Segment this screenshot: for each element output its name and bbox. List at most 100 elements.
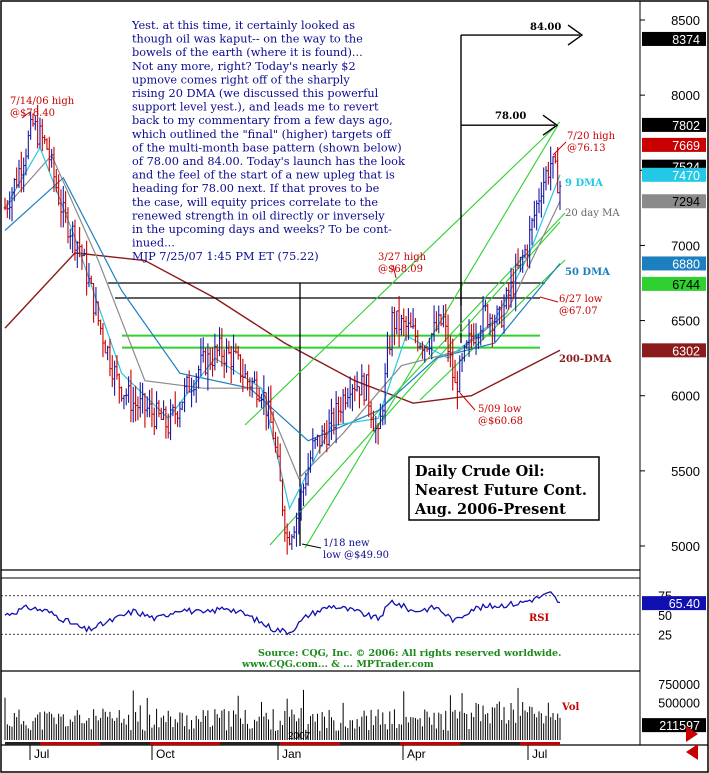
price-tag-box (642, 276, 706, 291)
price-tag-label: 6880 (672, 257, 700, 271)
price-tick-label: 5000 (671, 539, 700, 554)
price-tag-box (642, 117, 706, 132)
ma50-line-group (4, 176, 561, 442)
annotation-high-0327: 3/27 high @$68.09 (378, 252, 429, 275)
annotation-low-0509: 5/09 low @$60.68 (478, 404, 525, 427)
leader-low-0509 (459, 392, 476, 411)
channel-line (244, 121, 561, 426)
commentary-line: renewed strength in oil directly or inve… (132, 209, 385, 222)
annotation-low-0627: 6/27 low @67.07 (559, 294, 606, 317)
time-tick-label: Oct (156, 747, 175, 761)
price-tag-label: 7294 (672, 195, 700, 209)
commentary-line: of 78.00 and 84.00. Today's launch has t… (132, 155, 405, 168)
leader-high-0327 (392, 264, 397, 279)
price-tag-box (642, 256, 706, 271)
commentary-line: Yest. at this time, it certainly looked … (131, 19, 355, 32)
rsi-tick-label: 25 (658, 628, 672, 642)
time-axis-strip (460, 742, 520, 745)
time-axis-strip (340, 742, 400, 745)
ma200-line (4, 252, 561, 404)
leader-low-0627 (539, 296, 559, 303)
time-tick-label: Jan (282, 747, 301, 761)
ma200-line-group (4, 252, 561, 404)
time-tick-label: Jul (34, 747, 49, 761)
time-axis-group: Jul Oct Jan Apr Jul 2007 (5, 726, 698, 761)
rsi-line (4, 591, 561, 636)
commentary-line: MJP 7/25/07 1:45 PM ET (75.22) (132, 250, 319, 263)
title-line-3: Aug. 2006-Present (414, 501, 566, 518)
commentary-line: in the upcoming days and weeks? To be co… (132, 223, 392, 236)
ma50-line (4, 176, 561, 442)
rsi-value-tag (642, 596, 706, 611)
target-84-label: 84.00 (530, 22, 561, 33)
year-label: 2007 (288, 731, 311, 742)
volume-value-tag (642, 718, 706, 733)
price-tag-label: 6302 (672, 344, 700, 358)
commentary-line: rising 20 DMA (we discussed this powerfu… (132, 87, 379, 100)
volume-tick-label: 500000 (658, 697, 700, 711)
time-axis-strip (280, 742, 340, 745)
time-axis-strip (5, 742, 40, 745)
target-78-arrowhead (542, 114, 559, 136)
title-line-2: Nearest Future Cont. (415, 482, 587, 499)
candles-group (3, 104, 562, 555)
commentary-line: upmove comes right off of the sharply (132, 73, 350, 86)
price-tag-box (642, 167, 706, 182)
target-78-label: 78.00 (495, 111, 526, 122)
price-tag-label: 7802 (672, 119, 700, 133)
time-axis-strip (520, 742, 560, 745)
price-tick-label: 6500 (671, 314, 700, 329)
rsi-value-label: 65.40 (669, 597, 700, 611)
commentary-line: the case, will equity prices correlate t… (132, 196, 378, 209)
commentary-line: support level yest.), and leads me to re… (132, 101, 379, 114)
leader-high-0714 (21, 111, 31, 119)
time-axis-strip (100, 742, 150, 745)
commentary-line: though oil was kaput-- on the way to the (132, 33, 363, 46)
time-axis-strip (40, 742, 100, 745)
channel-line (369, 212, 566, 421)
price-tag-box (642, 31, 706, 46)
price-tag-box (642, 137, 706, 152)
annotation-high-0720: 7/20 high @76.13 (567, 131, 618, 154)
price-tag-box (642, 343, 706, 358)
ma20-line (4, 154, 561, 480)
price-axis-group: 50005500600065007000750080008500 (640, 13, 700, 554)
leader-high-0720 (552, 141, 567, 156)
ma9-line (4, 146, 561, 511)
label-vol: Vol (561, 702, 580, 713)
channel-line (269, 221, 561, 546)
commentary-line: which outlined the "final" (higher) targ… (132, 128, 392, 141)
commentary-text: Yest. at this time, it certainly looked … (131, 19, 405, 263)
price-tick-label: 6000 (671, 389, 700, 404)
title-line-1: Daily Crude Oil: (415, 463, 545, 480)
commentary-line: heading for 78.00 next. If that proves t… (132, 182, 380, 195)
support-lines-group (108, 282, 545, 546)
commentary-line: back to my commentary from a few days ag… (132, 114, 393, 127)
price-tick-label: 5500 (671, 464, 700, 479)
label-20dma: 20 day MA (565, 208, 620, 219)
time-axis-strip (220, 742, 280, 745)
annotation-low-0118: 1/18 new low @$49.90 (323, 538, 389, 561)
source-line: Source: CQG, Inc. © 2006: All rights res… (258, 648, 561, 659)
volume-value-label: 211597 (659, 719, 700, 733)
label-200dma: 200-DMA (559, 354, 612, 365)
rsi-group: 25507565.40 (1, 590, 706, 642)
commentary-line: of the multi-month base pattern (shown b… (132, 141, 402, 154)
price-tick-label: 8500 (671, 13, 700, 28)
site-line: www.CQG.com... & ... MPTrader.com (241, 659, 434, 670)
price-tag-label: 7470 (672, 169, 700, 183)
label-50dma: 50 DMA (565, 267, 610, 278)
time-axis-strip (150, 742, 220, 745)
commentary-line: Not any more, right? Today's nearly $2 (132, 60, 356, 73)
rsi-tick-label: 50 (658, 609, 672, 623)
ma20-line-group (4, 154, 561, 480)
price-tag-label: 7669 (672, 139, 700, 153)
commentary-line: inued... (132, 237, 175, 250)
price-tag-label: 6744 (672, 278, 700, 292)
target-84-arrowhead (567, 24, 584, 46)
price-tick-label: 8000 (671, 88, 700, 103)
ma9-line-group (4, 146, 561, 511)
scroll-left-icon (686, 744, 698, 760)
price-tick-label: 7000 (671, 238, 700, 253)
